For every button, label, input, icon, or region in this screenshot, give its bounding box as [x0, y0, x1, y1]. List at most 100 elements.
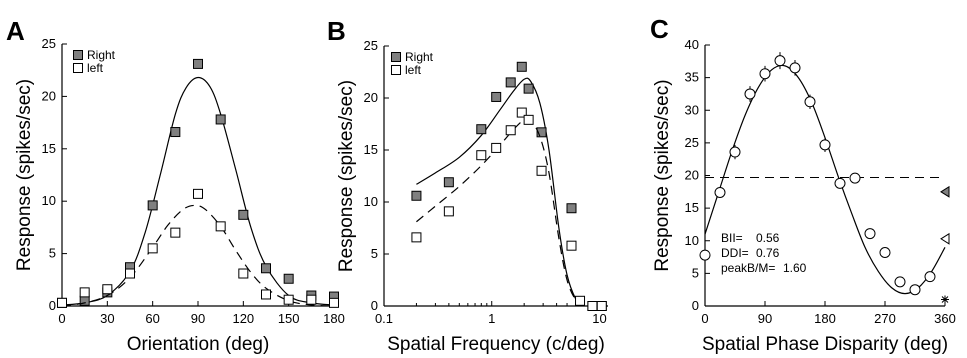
y-tick-label: 20: [685, 168, 699, 183]
legend-marker: [73, 63, 83, 73]
data-point: [193, 188, 203, 199]
data-point: [215, 221, 226, 232]
annotation-label: peakB/M=: [721, 261, 775, 275]
data-point: [864, 228, 876, 240]
data-point: [774, 55, 786, 67]
fit-curve: [61, 204, 335, 307]
data-point: [476, 150, 487, 161]
y-tick-label: 10: [685, 233, 699, 248]
panel-b: B 0 5 10 15 20 25 0.1 1 10 Spatial Frequency (c/de…: [327, 16, 608, 355]
data-point: [909, 284, 921, 296]
fit-curve: [61, 76, 335, 306]
x-axis-label: Spatial Frequency (c/deg): [387, 334, 605, 355]
data-point: [491, 142, 502, 153]
y-axis-label: Response (spikes/sec): [336, 80, 357, 272]
annotation-value: 1.60: [783, 261, 807, 275]
data-point: [516, 107, 527, 118]
y-tick-label: 40: [685, 37, 699, 52]
series-0: [699, 52, 946, 296]
data-point: [834, 177, 846, 189]
legend-label: left: [405, 63, 422, 77]
data-point: [596, 301, 607, 311]
y-tick-label: 10: [42, 193, 56, 208]
data-point: [729, 146, 741, 158]
data-point: [491, 91, 502, 102]
side-marker: [941, 295, 949, 304]
legend-label: Right: [405, 50, 434, 64]
data-point: [714, 186, 726, 198]
x-axis-label: Orientation (deg): [127, 334, 270, 355]
annotation-label: DDI=: [721, 246, 749, 260]
annotation-value: 0.76: [756, 246, 780, 260]
legend-label: Right: [87, 48, 116, 62]
legend-label: left: [87, 61, 104, 75]
data-point: [476, 124, 487, 135]
x-tick-label: 90: [758, 311, 772, 326]
legend-marker: [391, 65, 401, 75]
data-point: [566, 240, 577, 251]
data-point: [523, 114, 534, 125]
annotation-value: 0.56: [756, 231, 780, 245]
y-tick-label: 20: [42, 88, 56, 103]
data-point: [804, 96, 816, 108]
data-point: [587, 301, 598, 311]
data-point: [215, 114, 226, 125]
y-tick-label: 0: [692, 298, 699, 313]
y-tick-label: 10: [364, 194, 378, 209]
data-point: [411, 190, 422, 201]
side-marker: [940, 185, 950, 198]
y-tick-label: 15: [685, 200, 699, 215]
y-tick-label: 5: [49, 246, 56, 261]
data-point: [744, 88, 756, 100]
data-point: [505, 77, 516, 88]
panel-letter: B: [327, 16, 346, 46]
x-tick-label: 270: [874, 311, 896, 326]
series-left: [411, 107, 607, 311]
series-right: [411, 61, 607, 311]
data-point: [283, 294, 294, 305]
y-tick-label: 25: [42, 36, 56, 51]
y-tick-label: 15: [42, 141, 56, 156]
data-point: [261, 289, 271, 300]
data-point: [443, 206, 454, 217]
panel-c: C 0 5 10 15 20 25 30 35 40 0 90 180 270 360 Spatial Pha…: [650, 14, 956, 355]
data-point: [238, 268, 249, 279]
series-left: [57, 188, 339, 308]
data-point: [283, 273, 294, 284]
panel-a: A 0 5 10 15 20 25 0 30 60 90 120 150 180 Orientation (…: [6, 16, 345, 355]
x-axis-label: Spatial Phase Disparity (deg): [702, 334, 948, 355]
y-tick-label: 20: [364, 90, 378, 105]
data-point: [147, 200, 158, 211]
legend-marker: [391, 52, 401, 62]
x-tick-label: 360: [934, 311, 956, 326]
data-point: [699, 249, 711, 261]
y-tick-label: 0: [49, 298, 56, 313]
y-tick-label: 5: [692, 265, 699, 280]
x-tick-label: 1: [488, 311, 495, 326]
data-point: [789, 62, 801, 74]
data-point: [924, 271, 936, 283]
x-tick-label: 60: [145, 311, 159, 326]
y-tick-label: 0: [371, 298, 378, 313]
data-point: [819, 139, 831, 151]
data-point: [566, 203, 577, 214]
x-tick-label: 0: [58, 311, 65, 326]
data-point: [894, 276, 906, 288]
data-point: [193, 58, 203, 69]
data-point: [170, 227, 181, 238]
data-point: [505, 125, 516, 136]
data-point: [261, 263, 271, 274]
data-point: [238, 209, 249, 220]
data-point: [79, 287, 90, 298]
data-point: [536, 127, 547, 138]
x-tick-label: 30: [100, 311, 114, 326]
data-point: [125, 268, 135, 279]
x-tick-label: 0: [701, 311, 708, 326]
x-tick-label: 10: [592, 311, 606, 326]
data-point: [849, 172, 861, 184]
data-point: [306, 294, 317, 305]
data-point: [147, 243, 158, 254]
y-tick-label: 15: [364, 142, 378, 157]
